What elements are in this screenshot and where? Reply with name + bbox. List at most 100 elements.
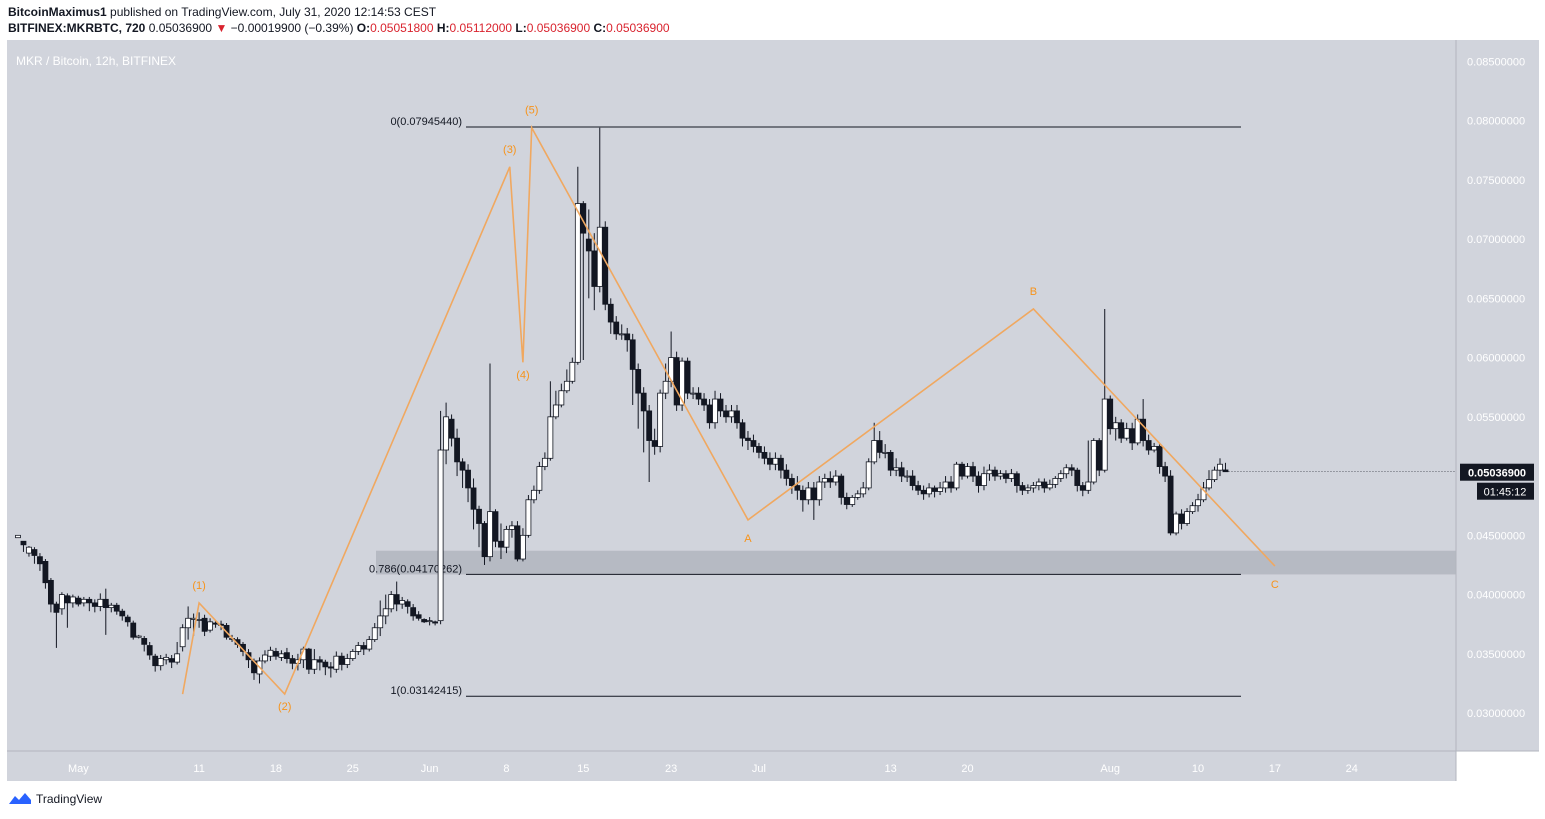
candle[interactable] (130, 622, 137, 638)
candle[interactable] (26, 546, 32, 554)
candle[interactable] (360, 645, 367, 650)
candle[interactable] (821, 478, 828, 483)
candle[interactable] (805, 487, 812, 501)
candle[interactable] (596, 226, 603, 287)
candle[interactable] (1189, 505, 1196, 513)
candle[interactable] (1085, 481, 1092, 491)
candle[interactable] (58, 594, 65, 610)
candle[interactable] (437, 449, 444, 622)
candle[interactable] (366, 639, 373, 650)
candle[interactable] (695, 392, 702, 400)
candle[interactable] (355, 645, 362, 652)
candle[interactable] (113, 604, 120, 612)
candle[interactable] (1123, 428, 1130, 439)
candle[interactable] (196, 619, 203, 621)
candle[interactable] (1063, 467, 1070, 475)
candle[interactable] (1118, 422, 1125, 439)
candle[interactable] (179, 627, 186, 648)
candle[interactable] (1068, 467, 1075, 471)
candle[interactable] (1167, 475, 1174, 534)
candle[interactable] (152, 655, 159, 667)
candle[interactable] (953, 463, 960, 489)
candle[interactable] (37, 556, 43, 565)
candle[interactable] (86, 598, 93, 604)
candle[interactable] (410, 607, 417, 617)
candle[interactable] (498, 540, 504, 548)
candle[interactable] (108, 604, 115, 609)
candle[interactable] (432, 621, 439, 624)
candle[interactable] (876, 440, 883, 453)
candle[interactable] (338, 655, 345, 665)
candle[interactable] (1024, 487, 1031, 491)
candle[interactable] (723, 410, 729, 418)
candle[interactable] (448, 418, 455, 439)
candle[interactable] (750, 440, 757, 447)
candle[interactable] (487, 511, 493, 558)
candle[interactable] (20, 540, 27, 546)
candle[interactable] (1173, 513, 1179, 534)
candle[interactable] (1019, 485, 1026, 491)
chart-plot-area[interactable] (7, 40, 1456, 751)
candle[interactable] (75, 597, 82, 605)
candle[interactable] (964, 466, 971, 477)
candle[interactable] (646, 410, 653, 441)
candle[interactable] (558, 390, 565, 406)
candle[interactable] (662, 380, 669, 394)
candle[interactable] (942, 481, 949, 489)
candle[interactable] (514, 525, 521, 560)
candle[interactable] (591, 250, 598, 287)
candle[interactable] (783, 469, 790, 479)
candle[interactable] (838, 475, 845, 498)
time-axis-area[interactable] (7, 751, 1456, 781)
candle[interactable] (322, 661, 329, 668)
candle[interactable] (443, 416, 449, 451)
candle[interactable] (981, 473, 987, 486)
candle[interactable] (734, 410, 740, 424)
candle[interactable] (706, 404, 713, 424)
candle[interactable] (207, 621, 213, 631)
candle[interactable] (1211, 469, 1218, 481)
candle[interactable] (454, 437, 460, 463)
candle[interactable] (1184, 511, 1190, 524)
candle[interactable] (1195, 499, 1201, 507)
candle[interactable] (640, 392, 647, 412)
candle[interactable] (1129, 428, 1136, 444)
candle[interactable] (926, 487, 932, 495)
candle[interactable] (415, 614, 422, 619)
candle[interactable] (278, 653, 285, 658)
candle[interactable] (810, 487, 817, 501)
candle[interactable] (48, 579, 54, 605)
candle[interactable] (613, 321, 620, 335)
candle[interactable] (168, 658, 175, 663)
candle[interactable] (882, 451, 889, 454)
candle[interactable] (102, 598, 109, 609)
candle[interactable] (657, 392, 664, 447)
candle[interactable] (788, 478, 795, 486)
candle[interactable] (739, 422, 746, 439)
candle[interactable] (860, 487, 867, 495)
candle[interactable] (163, 656, 170, 661)
candle[interactable] (767, 457, 773, 465)
candle[interactable] (476, 508, 482, 524)
candle[interactable] (651, 440, 658, 447)
candle[interactable] (970, 466, 976, 477)
candle[interactable] (569, 361, 576, 382)
candle[interactable] (305, 648, 312, 670)
candle[interactable] (1057, 473, 1064, 479)
candle[interactable] (1151, 446, 1158, 451)
candle[interactable] (404, 601, 411, 607)
candle[interactable] (1107, 398, 1114, 430)
candle[interactable] (531, 489, 537, 501)
candle[interactable] (1162, 466, 1169, 477)
candle[interactable] (1074, 469, 1081, 486)
candle[interactable] (1145, 440, 1152, 451)
candle[interactable] (701, 398, 707, 406)
candle[interactable] (541, 457, 548, 467)
candle[interactable] (986, 469, 993, 475)
candle[interactable] (146, 645, 153, 656)
candle[interactable] (1035, 481, 1042, 486)
candle[interactable] (503, 529, 510, 548)
candle[interactable] (53, 603, 60, 613)
candle[interactable] (915, 485, 922, 491)
candle[interactable] (931, 487, 938, 492)
